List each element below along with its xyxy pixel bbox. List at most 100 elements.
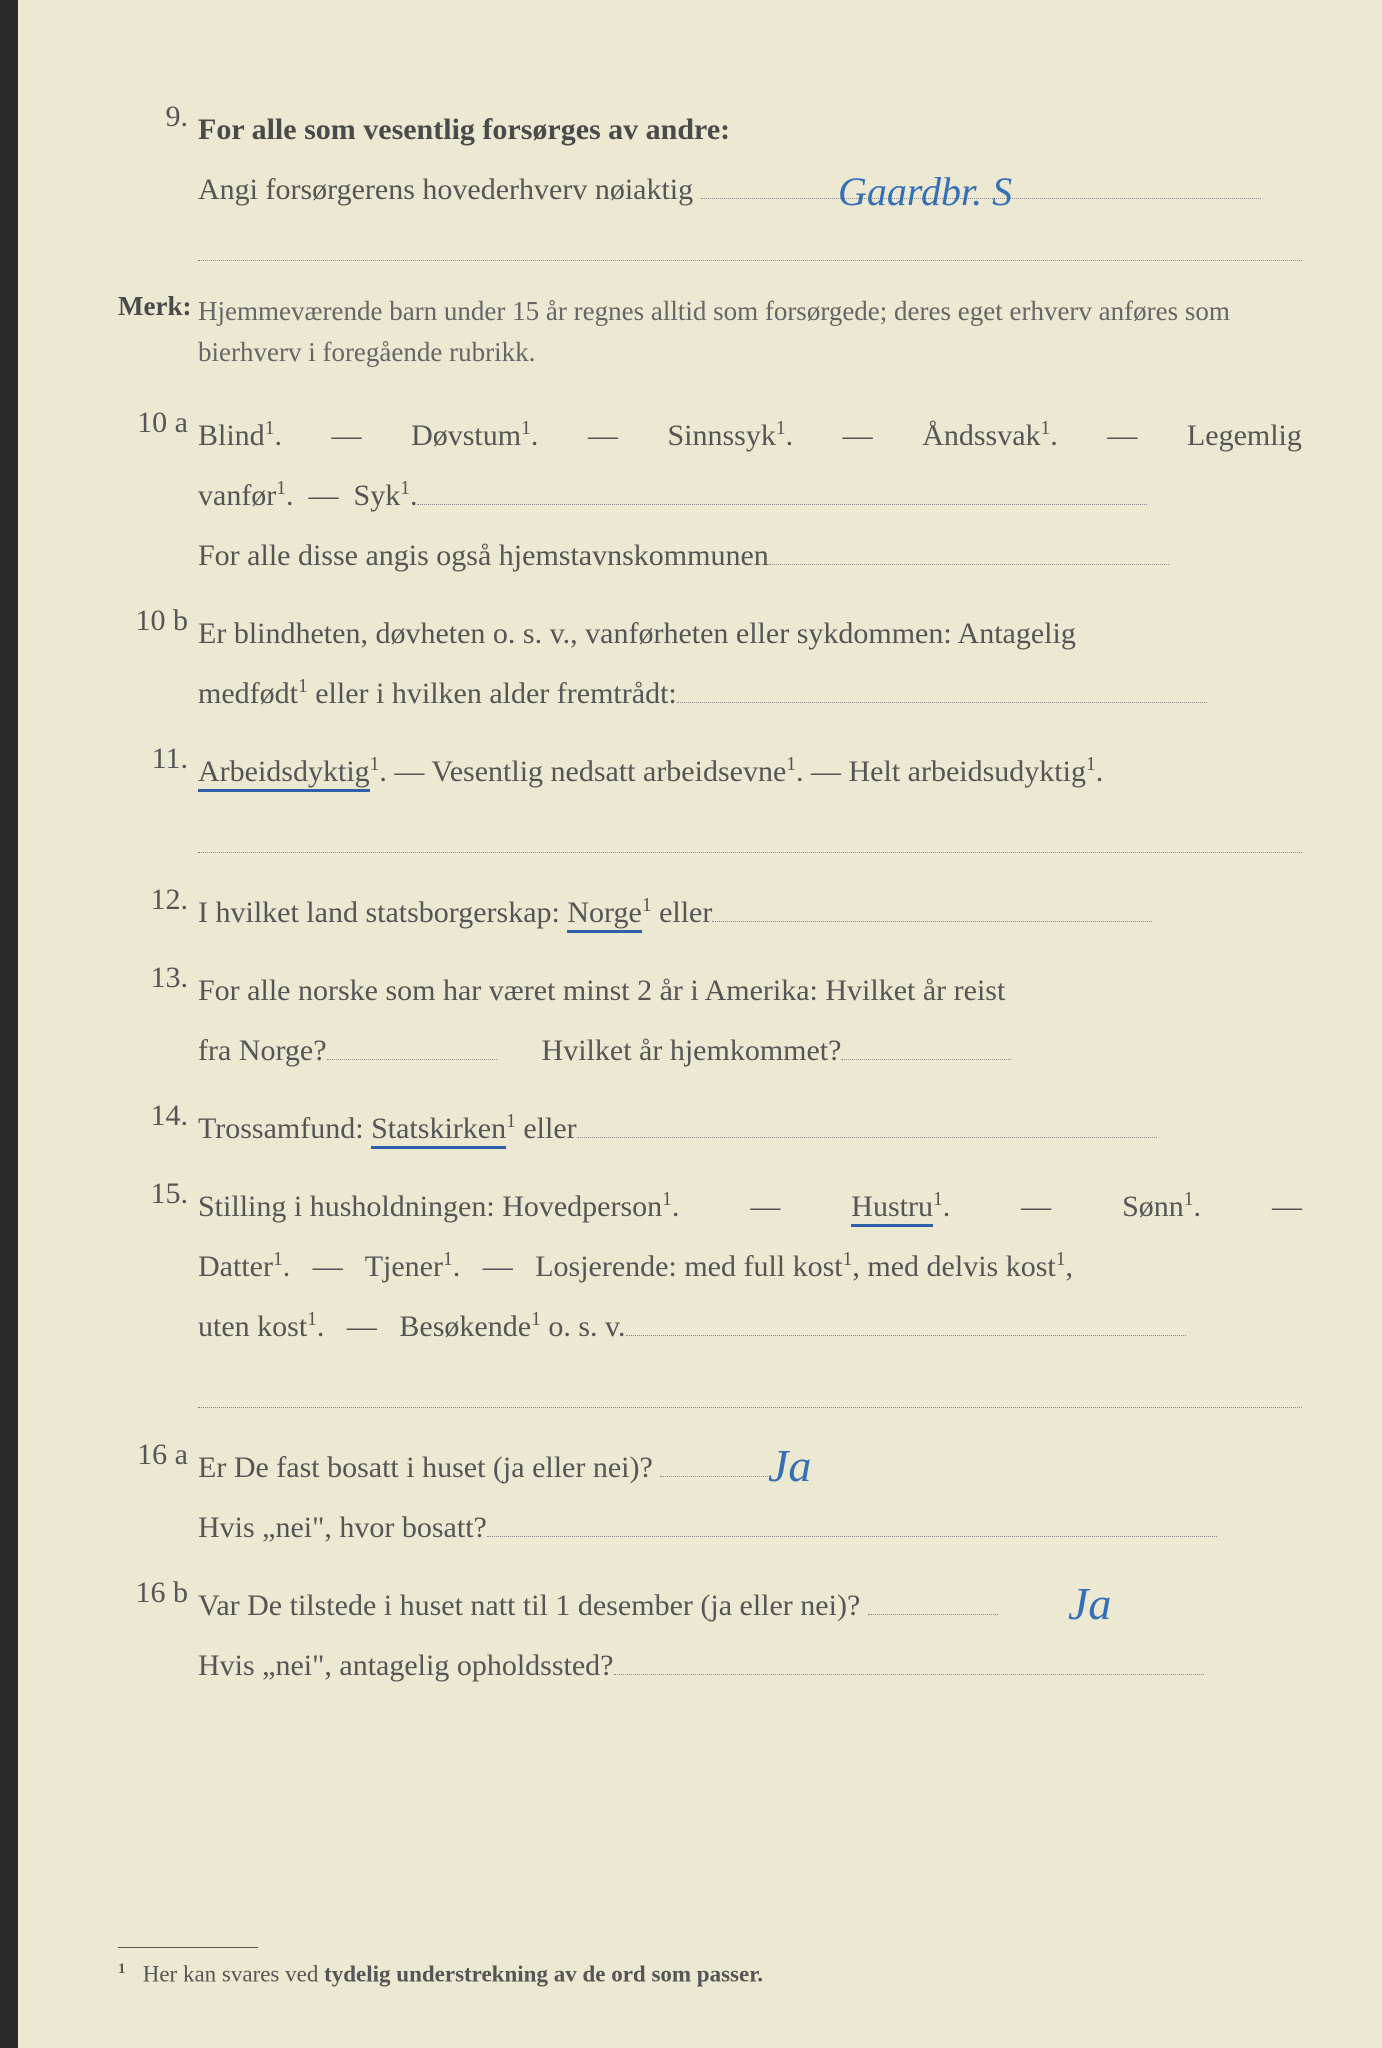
footnote-marker: 1 bbox=[118, 1961, 125, 1977]
merk-block: Merk: Hjemmeværende barn under 15 år reg… bbox=[198, 291, 1302, 372]
q10a-hjemstavn-line[interactable] bbox=[769, 534, 1169, 565]
question-13: 13. For alle norske som har været minst … bbox=[198, 961, 1302, 1081]
q15-losjerende[interactable]: Losjerende: med full kost bbox=[535, 1250, 842, 1283]
q10b-age-line[interactable] bbox=[677, 672, 1207, 703]
q15-other-line[interactable] bbox=[626, 1305, 1186, 1336]
q11-nedsatt[interactable]: Vesentlig nedsatt arbeidsevne bbox=[431, 755, 786, 788]
q10b-number: 10 b bbox=[118, 604, 188, 638]
q16a-number: 16 a bbox=[118, 1438, 188, 1472]
question-14: 14. Trossamfund: Statskirken1 eller bbox=[198, 1099, 1302, 1159]
q10a-line1: Blind1. — Døvstum1. — Sinnssyk1. — Åndss… bbox=[198, 406, 1302, 466]
footnote-text: Her kan svares ved tydelig understreknin… bbox=[143, 1962, 763, 1987]
q10b-suffix: eller i hvilken alder fremtrådt: bbox=[308, 677, 677, 710]
q15-utenkost[interactable]: uten kost bbox=[198, 1310, 307, 1343]
q10b-medfodt[interactable]: medfødt bbox=[198, 677, 298, 710]
q10a-opt-andssvak[interactable]: Åndssvak bbox=[922, 419, 1040, 452]
footnote: 1 Her kan svares ved tydelig understrekn… bbox=[118, 1961, 763, 1988]
question-10a: 10 a Blind1. — Døvstum1. — Sinnssyk1. — … bbox=[198, 406, 1302, 586]
q15-delviskost[interactable]: med delvis kost bbox=[867, 1250, 1055, 1283]
q16a-q: Er De fast bosatt i huset (ja eller nei)… bbox=[198, 1451, 653, 1484]
q16b-number: 16 b bbox=[118, 1576, 188, 1610]
q15-divider bbox=[198, 1407, 1302, 1408]
question-9: 9. For alle som vesentlig forsørges av a… bbox=[198, 100, 1302, 261]
q16b-q: Var De tilstede i huset natt til 1 desem… bbox=[198, 1589, 860, 1622]
q15-line1: Stilling i husholdningen: Hovedperson1. … bbox=[198, 1177, 1302, 1237]
q10a-number: 10 a bbox=[118, 406, 188, 440]
q16b-answer-line[interactable] bbox=[868, 1584, 998, 1615]
q16b-line2: Hvis „nei", antagelig opholdssted? bbox=[198, 1636, 1302, 1696]
question-16a: 16 a Er De fast bosatt i huset (ja eller… bbox=[198, 1438, 1302, 1558]
q10b-line1: Er blindheten, døvheten o. s. v., vanfør… bbox=[198, 604, 1302, 664]
q10a-vanfor[interactable]: vanfør bbox=[198, 479, 276, 512]
q15-line2: Datter1. — Tjener1. — Losjerende: med fu… bbox=[198, 1237, 1302, 1297]
q15-hustru[interactable]: Hustru bbox=[851, 1190, 933, 1227]
merk-label: Merk: bbox=[118, 291, 191, 322]
q9-number: 9. bbox=[118, 100, 188, 134]
q15-lead: Stilling i husholdningen: bbox=[198, 1190, 502, 1223]
q10b-line2: medfødt1 eller i hvilken alder fremtrådt… bbox=[198, 664, 1302, 724]
q11-arbeidsdyktig[interactable]: Arbeidsdyktig bbox=[198, 755, 370, 792]
q9-answer: Gaardbr. S bbox=[838, 152, 1012, 232]
footnote-rule bbox=[118, 1947, 258, 1948]
q15-tail: o. s. v. bbox=[548, 1310, 625, 1343]
q16b-answer: Ja bbox=[1068, 1558, 1111, 1650]
q15-hovedperson[interactable]: Hovedperson bbox=[502, 1190, 662, 1223]
q10a-opt-blind[interactable]: Blind bbox=[198, 419, 265, 452]
q9-prompt: Angi forsørgerens hovederhverv nøiaktig bbox=[198, 173, 693, 206]
q10a-line3: For alle disse angis også hjemstavnskomm… bbox=[198, 526, 1302, 586]
q13-line1: For alle norske som har været minst 2 år… bbox=[198, 961, 1302, 1021]
merk-text: Hjemmeværende barn under 15 år regnes al… bbox=[198, 291, 1302, 372]
q15-tjener[interactable]: Tjener bbox=[365, 1250, 443, 1283]
q15-besokende[interactable]: Besøkende bbox=[399, 1310, 531, 1343]
q11-line: Arbeidsdyktig1. — Vesentlig nedsatt arbe… bbox=[198, 742, 1302, 802]
q11-number: 11. bbox=[118, 742, 188, 776]
question-16b: 16 b Var De tilstede i huset natt til 1 … bbox=[198, 1576, 1302, 1696]
q14-other-line[interactable] bbox=[577, 1107, 1157, 1138]
q10a-opt-sinnssyk[interactable]: Sinnssyk bbox=[667, 419, 775, 452]
q10a-syk[interactable]: Syk bbox=[354, 479, 401, 512]
q12-norge[interactable]: Norge bbox=[567, 896, 641, 933]
q15-datter[interactable]: Datter bbox=[198, 1250, 273, 1283]
q10a-syk-line[interactable] bbox=[417, 474, 1147, 505]
q13-from-line[interactable] bbox=[327, 1029, 497, 1060]
q16a-line2: Hvis „nei", hvor bosatt? bbox=[198, 1498, 1302, 1558]
q16a-sub-line[interactable] bbox=[487, 1506, 1217, 1537]
q9-prompt-line: Angi forsørgerens hovederhverv nøiaktig … bbox=[198, 160, 1302, 220]
q11-divider bbox=[198, 852, 1302, 853]
q13-back-line[interactable] bbox=[841, 1029, 1011, 1060]
q12-number: 12. bbox=[118, 883, 188, 917]
q16a-sub: Hvis „nei", hvor bosatt? bbox=[198, 1511, 487, 1544]
q12-line: I hvilket land statsborgerskap: Norge1 e… bbox=[198, 883, 1302, 943]
question-11: 11. Arbeidsdyktig1. — Vesentlig nedsatt … bbox=[198, 742, 1302, 853]
question-12: 12. I hvilket land statsborgerskap: Norg… bbox=[198, 883, 1302, 943]
question-15: 15. Stilling i husholdningen: Hovedperso… bbox=[198, 1177, 1302, 1408]
q14-statskirken[interactable]: Statskirken bbox=[371, 1112, 506, 1149]
q16b-line1: Var De tilstede i huset natt til 1 desem… bbox=[198, 1576, 1302, 1636]
q11-udyktig[interactable]: Helt arbeidsudyktig bbox=[849, 755, 1086, 788]
question-10b: 10 b Er blindheten, døvheten o. s. v., v… bbox=[198, 604, 1302, 724]
content-area: 9. For alle som vesentlig forsørges av a… bbox=[198, 100, 1302, 1696]
q13-number: 13. bbox=[118, 961, 188, 995]
q13-line2: fra Norge? Hvilket år hjemkommet? bbox=[198, 1021, 1302, 1081]
q10a-opt-dovstum[interactable]: Døvstum bbox=[411, 419, 521, 452]
q10a-line2: vanfør1. — Syk1. bbox=[198, 466, 1302, 526]
q16b-sub-line[interactable] bbox=[614, 1644, 1204, 1675]
q13-from: fra Norge? bbox=[198, 1034, 327, 1067]
q14-number: 14. bbox=[118, 1099, 188, 1133]
q10a-opt-legemlig: Legemlig bbox=[1187, 419, 1302, 452]
q15-line3: uten kost1. — Besøkende1 o. s. v. bbox=[198, 1297, 1302, 1357]
q16b-sub: Hvis „nei", antagelig opholdssted? bbox=[198, 1649, 614, 1682]
q16a-answer: Ja bbox=[768, 1420, 811, 1512]
q15-number: 15. bbox=[118, 1177, 188, 1211]
q12-other-line[interactable] bbox=[712, 891, 1152, 922]
q12-suffix: eller bbox=[659, 896, 712, 929]
q15-sonn[interactable]: Sønn bbox=[1122, 1190, 1184, 1223]
q14-text: Trossamfund: bbox=[198, 1112, 371, 1145]
form-page: 9. For alle som vesentlig forsørges av a… bbox=[0, 0, 1382, 2048]
q14-suffix: eller bbox=[523, 1112, 576, 1145]
q10a-hjemstavn: For alle disse angis også hjemstavnskomm… bbox=[198, 539, 769, 572]
q9-divider bbox=[198, 260, 1302, 261]
q16a-answer-line[interactable] bbox=[660, 1446, 770, 1477]
q12-text: I hvilket land statsborgerskap: bbox=[198, 896, 567, 929]
q9-title: For alle som vesentlig forsørges av andr… bbox=[198, 100, 1302, 160]
